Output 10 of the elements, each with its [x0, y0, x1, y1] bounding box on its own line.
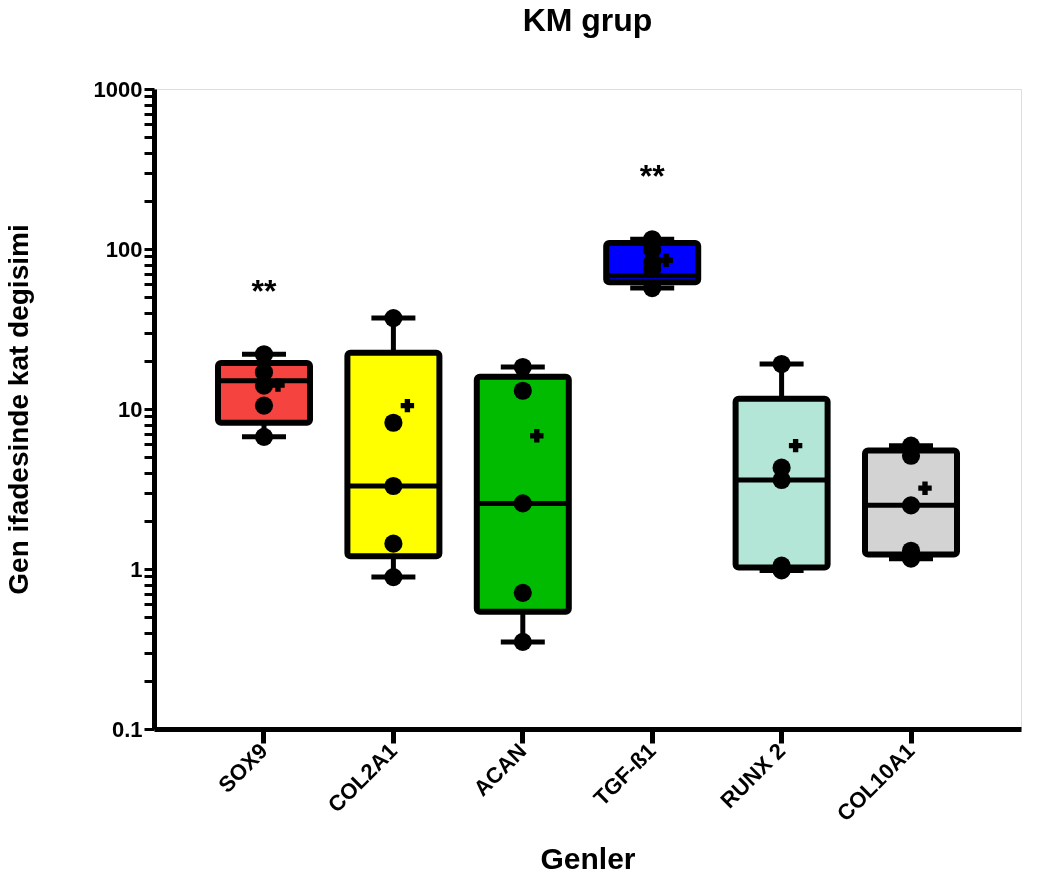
text: **	[639, 158, 665, 195]
y-tick-label: 1000	[93, 76, 143, 102]
y-tick-label: 100	[105, 236, 143, 262]
x-axis-title: Genler	[540, 842, 636, 876]
text: **	[251, 273, 277, 310]
chart-title: KM grup	[522, 2, 653, 38]
y-tick-label: 10	[118, 396, 143, 422]
y-axis-title: Gen ifadesinde kat degisimi	[2, 224, 34, 595]
y-tick-label: 1	[130, 556, 143, 582]
y-tick-label: 0.1	[111, 716, 143, 742]
